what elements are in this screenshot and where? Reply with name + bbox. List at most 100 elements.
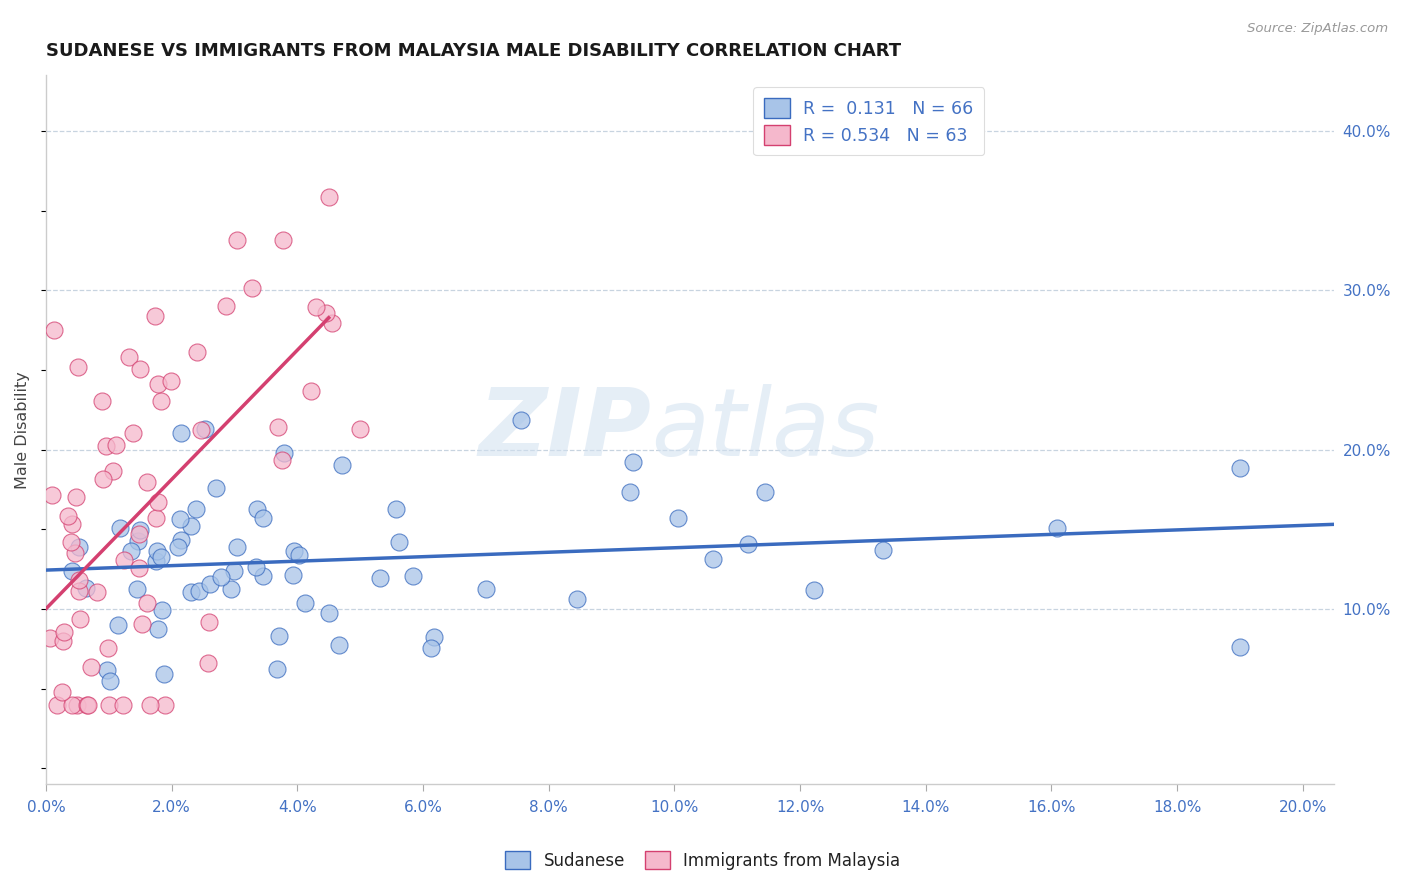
Point <box>267 629 290 643</box>
Point <box>94 438 117 452</box>
Point <box>318 606 340 620</box>
Point <box>45 698 67 712</box>
Point <box>321 316 343 330</box>
Point <box>420 641 443 656</box>
Point <box>475 582 498 596</box>
Point <box>65 490 87 504</box>
Point <box>283 567 305 582</box>
Point <box>135 596 157 610</box>
Point <box>619 485 641 500</box>
Point <box>98 698 121 712</box>
Point <box>273 446 295 460</box>
Point <box>127 534 149 549</box>
Point <box>153 698 176 712</box>
Point <box>129 523 152 537</box>
Point <box>252 510 274 524</box>
Point <box>60 698 83 712</box>
Point <box>100 673 122 688</box>
Point <box>39 631 62 645</box>
Point <box>318 190 340 204</box>
Point <box>328 638 350 652</box>
Point <box>180 519 202 533</box>
Point <box>60 565 83 579</box>
Point <box>170 425 193 440</box>
Point <box>143 310 166 324</box>
Point <box>226 233 249 247</box>
Point <box>288 548 311 562</box>
Point <box>194 421 217 435</box>
Point <box>146 377 169 392</box>
Point <box>149 549 172 564</box>
Point <box>754 484 776 499</box>
Point <box>330 458 353 472</box>
Point <box>91 393 114 408</box>
Point <box>53 625 76 640</box>
Point <box>198 577 221 591</box>
Point <box>128 526 150 541</box>
Point <box>145 511 167 525</box>
Point <box>60 517 83 532</box>
Point <box>565 591 588 606</box>
Point <box>131 616 153 631</box>
Point <box>150 394 173 409</box>
Point <box>1046 521 1069 535</box>
Point <box>67 360 90 375</box>
Text: Source: ZipAtlas.com: Source: ZipAtlas.com <box>1247 22 1388 36</box>
Point <box>146 622 169 636</box>
Point <box>666 510 689 524</box>
Point <box>120 544 142 558</box>
Point <box>246 502 269 516</box>
Point <box>66 698 89 712</box>
Point <box>271 234 294 248</box>
Point <box>135 475 157 489</box>
Point <box>294 596 316 610</box>
Point <box>86 585 108 599</box>
Point <box>737 536 759 550</box>
Point <box>872 543 894 558</box>
Text: atlas: atlas <box>651 384 880 475</box>
Point <box>67 573 90 587</box>
Point <box>44 323 66 337</box>
Point <box>128 561 150 575</box>
Point <box>56 508 79 523</box>
Point <box>368 570 391 584</box>
Text: ZIP: ZIP <box>478 384 651 475</box>
Point <box>803 582 825 597</box>
Point <box>52 633 75 648</box>
Point <box>76 698 98 712</box>
Point <box>96 664 118 678</box>
Point <box>188 584 211 599</box>
Y-axis label: Male Disability: Male Disability <box>15 371 30 489</box>
Point <box>509 413 531 427</box>
Point <box>145 544 167 558</box>
Point <box>402 568 425 582</box>
Point <box>283 543 305 558</box>
Point <box>1229 461 1251 475</box>
Point <box>108 521 131 535</box>
Point <box>97 641 120 656</box>
Point <box>266 419 288 434</box>
Point <box>270 453 292 467</box>
Point <box>128 361 150 376</box>
Point <box>305 300 328 314</box>
Point <box>180 585 202 599</box>
Point <box>702 552 724 566</box>
Point <box>167 540 190 554</box>
Point <box>215 299 238 313</box>
Point <box>621 455 644 469</box>
Point <box>266 661 288 675</box>
Point <box>204 481 226 495</box>
Point <box>150 603 173 617</box>
Point <box>197 615 219 629</box>
Point <box>224 564 246 578</box>
Point <box>385 502 408 516</box>
Point <box>51 685 73 699</box>
Point <box>127 582 149 596</box>
Point <box>67 540 90 554</box>
Point <box>75 582 97 596</box>
Point <box>63 546 86 560</box>
Point <box>252 568 274 582</box>
Point <box>169 512 191 526</box>
Point <box>423 630 446 644</box>
Legend: R =  0.131   N = 66, R = 0.534   N = 63: R = 0.131 N = 66, R = 0.534 N = 63 <box>754 87 984 155</box>
